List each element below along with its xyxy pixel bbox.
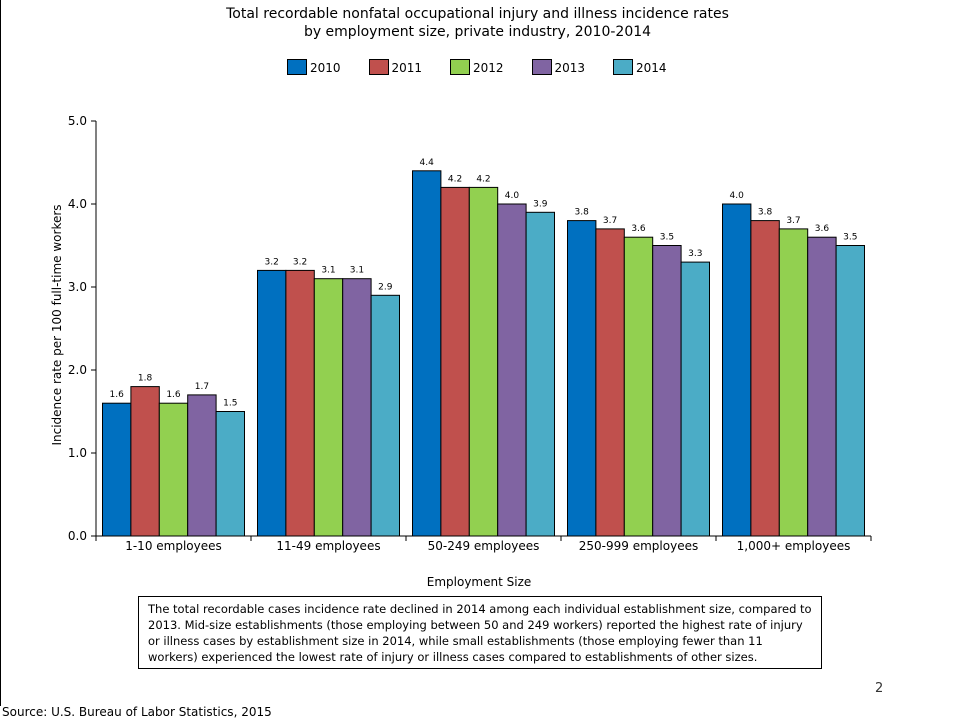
data-label: 3.6: [815, 224, 830, 234]
y-tick-label: 3.0: [68, 280, 87, 294]
bar-2011: [130, 386, 160, 537]
bar-2014: [525, 211, 555, 537]
bar-2011: [750, 220, 780, 537]
data-label: 3.1: [321, 266, 335, 276]
legend-label: 2014: [636, 61, 667, 75]
x-tick-label: 1,000+ employees: [737, 539, 851, 553]
legend-swatch: [450, 59, 470, 75]
y-tick-label: 0.0: [68, 529, 87, 543]
legend-label: 2011: [391, 61, 423, 75]
data-label: 4.0: [505, 191, 520, 201]
legend-swatch: [287, 59, 307, 75]
left-border-line: [0, 0, 1, 706]
bar-2013: [342, 278, 372, 537]
bar-2011: [595, 228, 625, 537]
bar-2014: [370, 294, 401, 537]
chart-legend: 2010 2011 2012 2013 2014: [0, 59, 961, 79]
source-credit: Source: U.S. Bureau of Labor Statistics,…: [2, 705, 272, 719]
data-label: 2.9: [378, 282, 393, 292]
summary-note: The total recordable cases incidence rat…: [138, 596, 822, 669]
legend-label: 2010: [310, 61, 341, 75]
page-number: 2: [875, 681, 884, 696]
y-tick-label: 4.0: [68, 197, 87, 211]
legend-label: 2012: [473, 61, 504, 75]
bar-2010: [257, 269, 287, 537]
data-label: 3.2: [293, 257, 307, 267]
bar-2013: [652, 245, 682, 537]
data-label: 3.8: [758, 208, 773, 218]
bar-2010: [722, 203, 752, 537]
x-axis-label: Employment Size: [427, 575, 532, 589]
data-label: 3.5: [660, 233, 674, 243]
data-label: 3.8: [575, 208, 590, 218]
data-label: 3.2: [265, 257, 279, 267]
bar-2011: [285, 269, 315, 537]
bar-2012: [623, 236, 654, 537]
chart-subtitle: by employment size, private industry, 20…: [303, 24, 652, 40]
data-label: 3.7: [603, 216, 617, 226]
legend-swatch: [613, 59, 633, 75]
data-label: 4.2: [476, 174, 490, 184]
data-label: 3.3: [688, 249, 702, 259]
bar-2014: [680, 261, 710, 537]
bar-2012: [158, 402, 189, 537]
bar-2013: [807, 236, 837, 537]
bar-2012: [468, 186, 499, 537]
chart-bars: [102, 170, 865, 537]
data-label: 1.7: [195, 382, 209, 392]
x-tick-label: 1-10 employees: [125, 539, 222, 553]
data-label: 1.6: [110, 390, 125, 400]
bar-2011: [440, 186, 470, 537]
data-label: 4.2: [448, 174, 462, 184]
bar-chart: 0.0 1.0 2.0 3.0 4.0 5.0 1-10 employees 11-49 em…: [50, 114, 872, 589]
data-label: 1.5: [223, 399, 237, 409]
data-label: 1.6: [166, 390, 181, 400]
bar-2010: [567, 220, 597, 537]
x-tick-label: 11-49 employees: [276, 539, 380, 553]
legend-swatch: [368, 59, 389, 75]
data-label: 4.0: [730, 191, 745, 201]
y-tick-label: 1.0: [68, 446, 87, 460]
bar-2013: [497, 203, 527, 537]
bar-2013: [187, 394, 217, 537]
data-label: 3.7: [786, 216, 800, 226]
legend-swatch: [531, 59, 552, 75]
bar-2012: [778, 228, 809, 537]
x-tick-label: 50-249 employees: [428, 539, 540, 553]
y-tick-label: 5.0: [68, 114, 87, 128]
bar-2014: [835, 245, 865, 537]
y-tick-label: 2.0: [68, 363, 87, 377]
bar-2012: [313, 278, 344, 537]
y-axis-label: Incidence rate per 100 full-time workers: [50, 204, 64, 445]
bar-2014: [215, 411, 246, 537]
legend-label: 2013: [554, 61, 586, 75]
data-label: 1.8: [138, 374, 153, 384]
chart-title: Total recordable nonfatal occupational i…: [226, 6, 729, 22]
x-tick-label: 250-999 employees: [579, 539, 698, 553]
bar-2010: [102, 402, 132, 537]
bar-2010: [412, 170, 442, 537]
data-label: 3.1: [350, 266, 364, 276]
data-label: 3.9: [533, 199, 548, 209]
data-label: 3.5: [843, 233, 857, 243]
chart-data-labels: 1.6 1.8 1.6 1.7 1.5 3.2 3.2 3.1 3.1 2.9 4.4 4.2 4.2 4…: [110, 158, 858, 409]
data-label: 4.4: [420, 158, 435, 168]
data-label: 3.6: [631, 224, 646, 234]
